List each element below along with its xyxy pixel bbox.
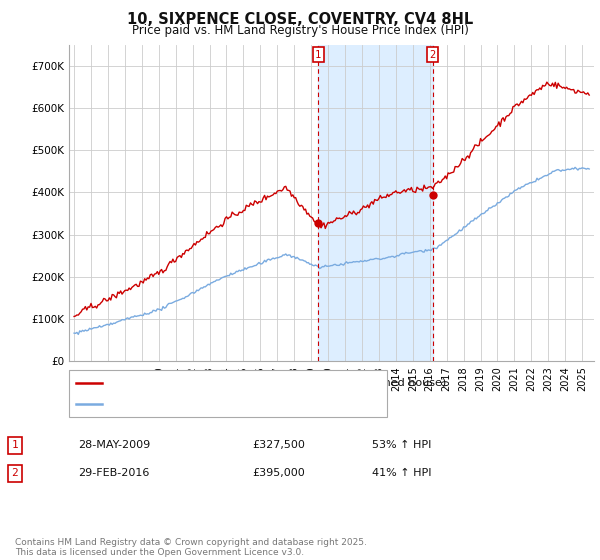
Text: 2: 2 [11,468,19,478]
Text: 1: 1 [315,49,322,59]
Text: £327,500: £327,500 [252,440,305,450]
Text: Contains HM Land Registry data © Crown copyright and database right 2025.
This d: Contains HM Land Registry data © Crown c… [15,538,367,557]
Text: 10, SIXPENCE CLOSE, COVENTRY, CV4 8HL: 10, SIXPENCE CLOSE, COVENTRY, CV4 8HL [127,12,473,27]
Text: 10, SIXPENCE CLOSE, COVENTRY, CV4 8HL (detached house): 10, SIXPENCE CLOSE, COVENTRY, CV4 8HL (d… [107,378,446,388]
Bar [318,45,433,361]
Text: £395,000: £395,000 [252,468,305,478]
Text: 29-FEB-2016: 29-FEB-2016 [78,468,149,478]
Text: Price paid vs. HM Land Registry's House Price Index (HPI): Price paid vs. HM Land Registry's House … [131,24,469,37]
Text: 2: 2 [430,49,436,59]
Text: 1: 1 [11,440,19,450]
Text: 41% ↑ HPI: 41% ↑ HPI [372,468,431,478]
Text: 28-MAY-2009: 28-MAY-2009 [78,440,150,450]
Text: 53% ↑ HPI: 53% ↑ HPI [372,440,431,450]
Text: HPI: Average price, detached house, Coventry: HPI: Average price, detached house, Cove… [107,399,364,409]
